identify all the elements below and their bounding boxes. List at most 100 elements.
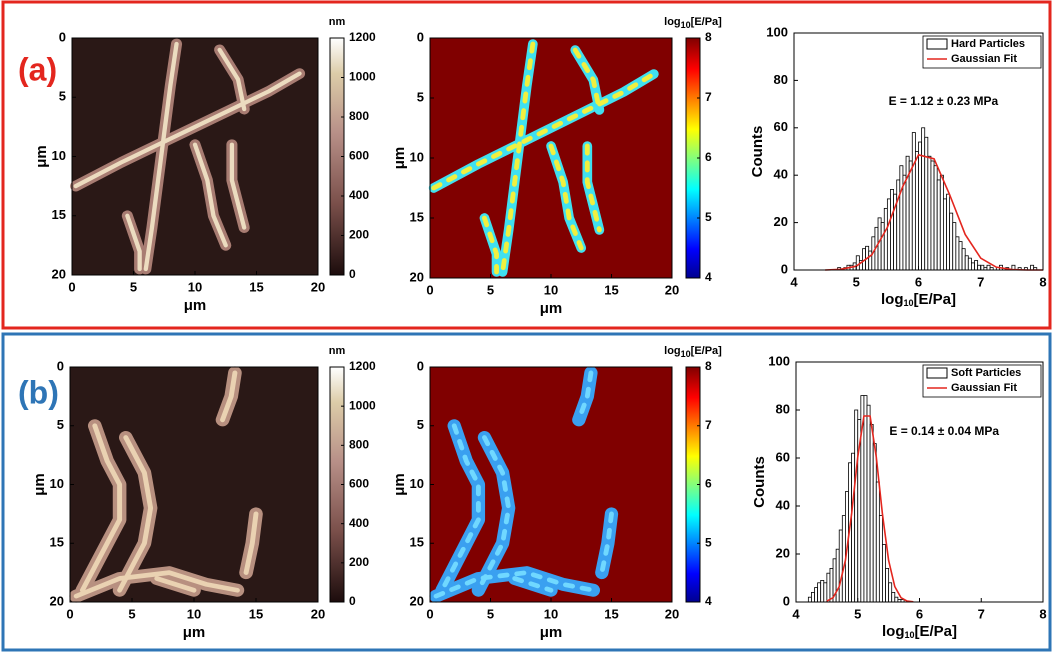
colorbar-tick-label: 400 <box>349 188 369 202</box>
x-tick-label: 0 <box>426 606 433 621</box>
x-tick-label: 10 <box>187 606 201 621</box>
x-tick-label: 8 <box>1039 274 1046 289</box>
y-tick-label: 15 <box>50 535 64 550</box>
histogram-bar <box>883 207 888 271</box>
colorbar-tick-label: 1200 <box>349 30 376 44</box>
x-tick-label: 20 <box>311 606 325 621</box>
y-axis-label: Counts <box>749 126 766 178</box>
x-tick-label: 10 <box>544 606 558 621</box>
y-tick-label: 20 <box>774 214 788 229</box>
y-tick-label: 80 <box>776 401 790 416</box>
histogram-bar <box>807 596 812 603</box>
y-tick-label: 20 <box>50 593 64 608</box>
colorbar-tick-label: 1000 <box>349 398 376 412</box>
x-tick-label: 0 <box>66 606 73 621</box>
colorbar-tick-label: 5 <box>705 535 712 549</box>
legend-swatch <box>926 38 948 50</box>
colorbar-tick-label: 4 <box>705 594 712 608</box>
histogram-bar <box>908 160 913 271</box>
panel-label: (a) <box>18 51 57 87</box>
histogram-bar <box>936 179 941 271</box>
histogram-bar <box>851 452 856 603</box>
histogram-bar <box>866 404 871 603</box>
y-tick-label: 10 <box>410 149 424 164</box>
y-tick-label: 0 <box>417 29 424 44</box>
colorbar-tick-label: 8 <box>705 30 712 44</box>
y-tick-label: 40 <box>774 167 788 182</box>
histogram-bar <box>949 212 954 271</box>
histogram-bar <box>955 236 960 271</box>
histogram-bar <box>961 248 966 271</box>
y-tick-label: 0 <box>781 261 788 276</box>
colorbar-tick-label: 0 <box>349 267 356 281</box>
x-tick-label: 5 <box>130 279 137 294</box>
histogram-bar <box>921 127 926 271</box>
panel-border <box>1 332 1052 652</box>
colorbar-tick-label: 1200 <box>349 359 376 373</box>
x-tick-label: 6 <box>915 274 922 289</box>
colorbar-tick-label: 1000 <box>349 70 376 84</box>
colorbar-tick-label: 4 <box>705 270 712 284</box>
y-tick-label: 40 <box>776 497 790 512</box>
colorbar-tick-label: 600 <box>349 149 369 163</box>
x-tick-label: 0 <box>426 282 433 297</box>
histogram-bar <box>823 582 828 603</box>
legend-label: Gaussian Fit <box>951 53 1017 65</box>
histogram-bar <box>914 151 919 271</box>
colorbar-tick-label: 200 <box>349 555 369 569</box>
x-axis-label: μm <box>183 624 206 641</box>
histogram-bar <box>918 141 923 271</box>
histogram-bar <box>927 155 932 271</box>
y-tick-label: 0 <box>57 358 64 373</box>
histogram-bar <box>952 222 957 271</box>
y-tick-label: 15 <box>410 209 424 224</box>
colorbar-tick-label: 8 <box>705 359 712 373</box>
histogram-bar <box>894 596 899 603</box>
y-tick-label: 0 <box>417 358 424 373</box>
colorbar-label-part: 10 <box>681 20 691 30</box>
y-tick-label: 60 <box>774 119 788 134</box>
colorbar-tick-label: 600 <box>349 477 369 491</box>
y-tick-label: 20 <box>776 545 790 560</box>
x-tick-label: 20 <box>311 279 325 294</box>
histogram-bar <box>869 423 874 603</box>
x-axis-label-part: [E/Pa] <box>914 291 957 308</box>
x-axis-label: μm <box>540 624 563 641</box>
modulus-image <box>430 367 672 602</box>
histogram-bar <box>882 544 886 603</box>
colorbar-tick-label: 7 <box>705 418 712 432</box>
x-tick-label: 10 <box>188 279 202 294</box>
histogram-bar <box>971 262 975 271</box>
legend-label: Soft Particles <box>951 367 1021 379</box>
colorbar-tick-label: 6 <box>705 477 712 491</box>
x-tick-label: 7 <box>978 606 985 621</box>
colorbar-label-part: [E/Pa] <box>691 16 723 28</box>
histogram-bar <box>863 395 868 603</box>
legend-swatch <box>926 367 948 379</box>
histogram-bar <box>902 174 907 271</box>
histogram-bar <box>872 443 877 603</box>
x-tick-label: 15 <box>604 282 618 297</box>
fit-line <box>826 415 914 603</box>
histogram-bar <box>888 582 893 603</box>
y-tick-label: 80 <box>774 72 788 87</box>
x-tick-label: 4 <box>790 274 798 289</box>
histogram-bar <box>967 257 972 271</box>
y-axis-label: μm <box>33 145 50 168</box>
annotation: E = 1.12 ± 0.23 MPa <box>889 94 999 108</box>
colorbar-label-part: 10 <box>681 349 691 359</box>
y-axis-label: μm <box>391 473 408 496</box>
x-axis-label-part: 10 <box>903 298 913 308</box>
histogram-bar <box>826 572 831 603</box>
histogram-bar <box>811 592 815 603</box>
colorbar-label: nm <box>329 16 346 28</box>
y-tick-label: 20 <box>410 593 424 608</box>
histogram-bar <box>974 260 979 271</box>
y-axis-label: μm <box>31 473 48 496</box>
x-axis-label-part: log <box>882 623 905 640</box>
histogram-bar <box>946 193 951 271</box>
x-tick-label: 6 <box>916 606 923 621</box>
colorbar-tick-label: 5 <box>705 210 712 224</box>
x-tick-label: 10 <box>544 282 558 297</box>
